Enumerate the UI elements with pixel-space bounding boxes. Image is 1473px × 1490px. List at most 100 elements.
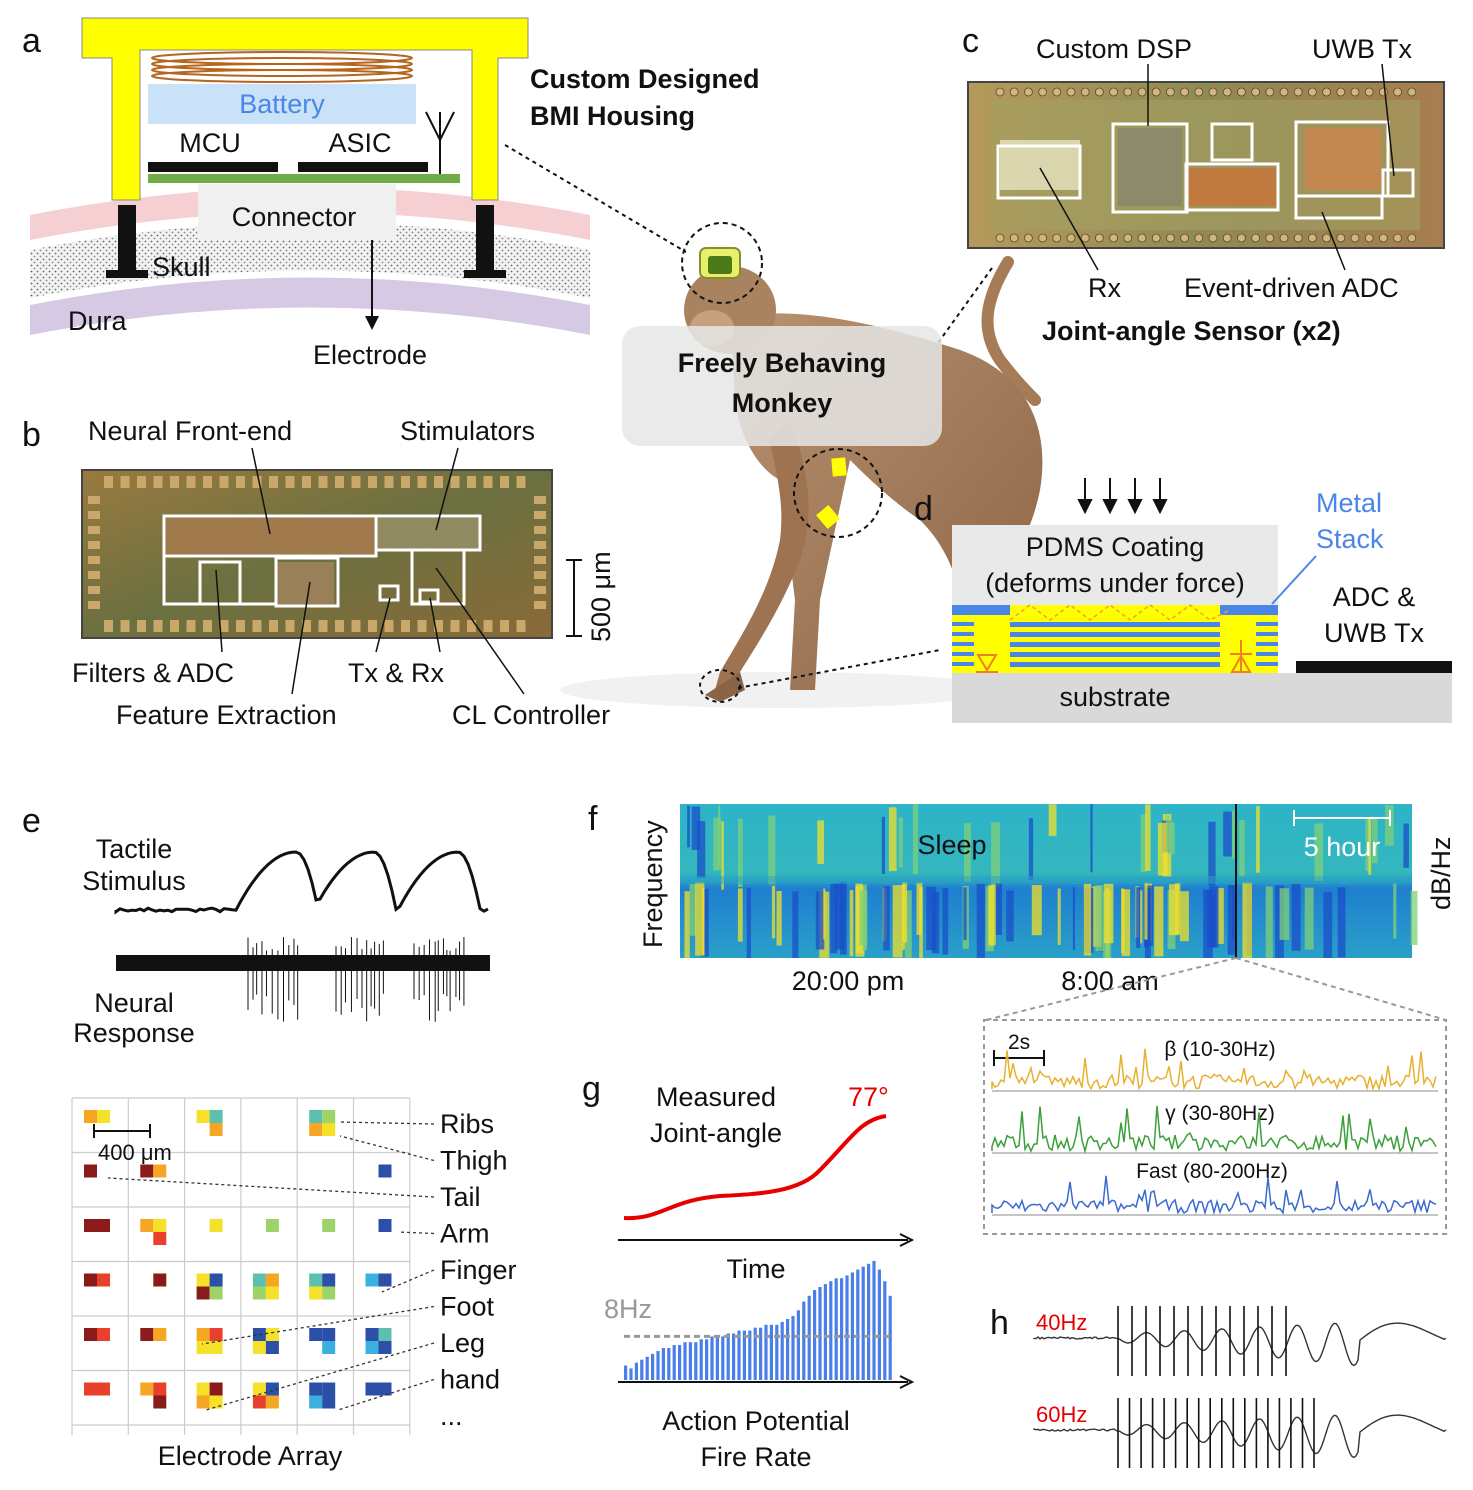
- spectrogram-stripe: [839, 882, 847, 955]
- spectrogram-stripe: [1304, 887, 1314, 950]
- chip-pad: [1364, 233, 1374, 243]
- monkey-arm: [715, 420, 809, 690]
- bmi-chip-pads: [88, 476, 546, 632]
- fire-rate-bar: [867, 1263, 871, 1380]
- electrode-site: [153, 1232, 167, 1245]
- threshold-label: 8Hz: [604, 1294, 652, 1324]
- spectrogram-stripe: [1169, 884, 1179, 936]
- spectrogram-stripe: [1291, 884, 1301, 951]
- spectrogram-stripe: [1256, 806, 1260, 873]
- housing-title-line1: Custom Designed: [530, 64, 760, 94]
- spectrogram-stripe: [1227, 885, 1236, 955]
- electrode-site: [196, 1382, 210, 1396]
- chip-pad: [516, 476, 526, 488]
- band-gamma-label: γ (30-80Hz): [1165, 1102, 1275, 1125]
- electrode-site: [322, 1395, 336, 1409]
- stim-40hz-pulses: [1117, 1306, 1287, 1376]
- battery-block: [148, 84, 416, 124]
- chip-pad: [1265, 87, 1275, 97]
- chip-pad: [1407, 87, 1417, 97]
- chip-pad: [1237, 233, 1246, 243]
- ap-label-line2: Fire Rate: [700, 1442, 811, 1472]
- fire-rate-bar: [759, 1327, 763, 1380]
- chip-pad: [1336, 233, 1346, 243]
- spectrogram-stripe: [1279, 888, 1290, 940]
- chip-pad: [483, 620, 493, 632]
- spectrogram-stripe: [721, 821, 724, 890]
- spectrogram-stripe: [1031, 885, 1042, 936]
- spectrogram-stripe: [1314, 823, 1323, 882]
- chip-pad: [417, 620, 427, 632]
- panel-letter-h: h: [990, 1304, 1009, 1342]
- body-part-label: Leg: [440, 1328, 485, 1358]
- band-fast-trace: [991, 1175, 1437, 1216]
- spectrogram-stripe: [1048, 804, 1057, 836]
- body-part-label: Finger: [440, 1255, 517, 1285]
- electrode-site: [252, 1341, 266, 1354]
- substrate: [952, 673, 1452, 723]
- fire-rate-bar: [634, 1362, 638, 1380]
- filters-adc-label: Filters & ADC: [72, 658, 234, 688]
- electrode-site: [196, 1395, 210, 1409]
- electrode-site: [322, 1219, 336, 1232]
- spectrogram-stripe: [815, 891, 825, 950]
- electrode-site: [378, 1219, 392, 1232]
- chip-pad: [534, 571, 546, 579]
- chip-pad: [995, 233, 1005, 243]
- electrode-site: [196, 1328, 210, 1341]
- spectrogram-stripe: [776, 891, 782, 946]
- electrode-site: [322, 1273, 336, 1287]
- chip-pad: [467, 476, 476, 488]
- chip-pad: [1080, 87, 1090, 97]
- chip-pad: [1180, 87, 1189, 97]
- dura-label: Dura: [68, 306, 128, 336]
- electrode-site: [209, 1123, 223, 1136]
- antenna-icon: [425, 111, 455, 174]
- electrode-site: [309, 1382, 323, 1396]
- electrode-site: [309, 1123, 323, 1136]
- spectrogram-stripe: [1217, 888, 1224, 944]
- electrode-site: [322, 1341, 336, 1354]
- spectrogram-stripe: [768, 815, 776, 885]
- chip-pad: [1379, 87, 1388, 97]
- electrode-site: [209, 1286, 223, 1300]
- electrode-site: [322, 1382, 336, 1396]
- chip-pad: [1052, 87, 1062, 97]
- spectrogram-stripe: [1145, 804, 1151, 871]
- skull-label: Skull: [152, 252, 211, 282]
- tx-rx-label: Tx & Rx: [348, 658, 445, 688]
- fire-rate-bar: [678, 1345, 682, 1380]
- fire-rate-bar: [651, 1353, 655, 1380]
- spectrogram-stripe: [1140, 814, 1147, 873]
- spectrogram-stripe: [1371, 817, 1378, 864]
- chip-pad: [450, 476, 460, 488]
- monkey-tail: [981, 256, 1041, 406]
- electrode-site: [84, 1164, 97, 1178]
- neural-frontend-label: Neural Front-end: [88, 416, 292, 446]
- chip-pad: [1194, 233, 1204, 243]
- fire-rate-bar: [715, 1336, 719, 1380]
- joint-sensor-2: [816, 504, 840, 530]
- electrode-site: [209, 1328, 223, 1341]
- electrode-site: [153, 1395, 167, 1409]
- chip-pad: [351, 620, 361, 632]
- electrode-label: Electrode: [313, 340, 427, 370]
- chip-pad: [1038, 87, 1047, 97]
- chip-pad: [1350, 87, 1360, 97]
- spectrogram-stripe: [713, 817, 721, 871]
- chip-pad: [88, 601, 100, 609]
- fire-rate-bar: [688, 1342, 692, 1380]
- body-part-leader: [107, 1177, 435, 1198]
- fire-rate-bar: [845, 1275, 849, 1380]
- fire-rate-bar: [764, 1324, 768, 1380]
- connector-label: Connector: [232, 202, 357, 232]
- pcb-board: [148, 174, 460, 183]
- electrode-site: [209, 1382, 223, 1396]
- angle-value: 77°: [848, 1082, 889, 1112]
- spectrogram-stripe: [881, 816, 885, 874]
- spectrogram-stripe: [1057, 888, 1061, 945]
- neural-label-line1: Neural: [94, 988, 174, 1018]
- chip-pad: [534, 586, 546, 594]
- chip-pad: [88, 511, 100, 519]
- time-axis-label: Time: [727, 1254, 786, 1284]
